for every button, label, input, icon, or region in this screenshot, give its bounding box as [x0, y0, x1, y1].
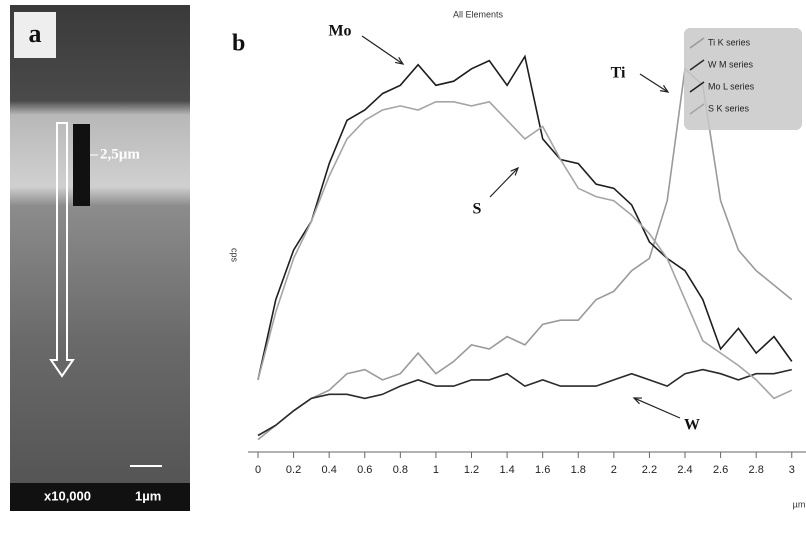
- annotation: S: [473, 201, 482, 218]
- x-tick-label: 1.4: [499, 464, 514, 476]
- panel-a: a 2,5µm x10,000 1µm: [10, 5, 190, 511]
- figure: a 2,5µm x10,000 1µm b All Elements cps µ…: [0, 0, 806, 529]
- magnification: x10,000: [44, 488, 91, 503]
- panel-label: b: [232, 31, 245, 57]
- x-tick-label: 2.4: [677, 464, 692, 476]
- x-tick-label: 1.6: [535, 464, 550, 476]
- sem-image: [10, 5, 190, 483]
- y-axis-label: cps: [230, 248, 240, 263]
- annotation-arrow: [640, 74, 668, 92]
- scale-label: 1µm: [135, 488, 161, 503]
- series-line: [258, 370, 792, 436]
- x-tick-label: 1.8: [571, 464, 586, 476]
- x-tick-label: 1: [433, 464, 439, 476]
- x-tick-label: 0: [255, 464, 261, 476]
- x-tick-label: 0.2: [286, 464, 301, 476]
- panel-label: a: [29, 19, 42, 48]
- x-tick-label: 0.6: [357, 464, 372, 476]
- thickness-bar: [73, 124, 90, 206]
- x-tick-label: 2: [611, 464, 617, 476]
- x-axis-label: µm: [793, 499, 806, 509]
- x-tick-label: 0.8: [393, 464, 408, 476]
- legend-label: Ti K series: [708, 37, 751, 47]
- x-tick-label: 2.8: [749, 464, 764, 476]
- page: a 2,5µm x10,000 1µm b All Elements cps µ…: [0, 0, 806, 534]
- annotation: Mo: [328, 23, 351, 40]
- x-tick-label: 3: [789, 464, 795, 476]
- legend-label: W M series: [708, 59, 754, 69]
- thickness-label: 2,5µm: [100, 146, 140, 162]
- legend-label: S K series: [708, 103, 750, 113]
- x-tick-label: 2.2: [642, 464, 657, 476]
- x-tick-label: 0.4: [322, 464, 337, 476]
- annotation-arrow: [362, 36, 403, 64]
- annotation-arrow: [634, 398, 680, 418]
- annotation: Ti: [611, 65, 626, 82]
- annotation: W: [684, 417, 700, 434]
- annotation-arrow: [490, 168, 518, 197]
- x-tick-label: 2.6: [713, 464, 728, 476]
- x-tick-label: 1.2: [464, 464, 479, 476]
- legend-label: Mo L series: [708, 81, 755, 91]
- panel-b: b All Elements cps µm 0 0.2 0.4 0.6 0.8 1 1.2 1…: [230, 9, 806, 509]
- arrow-head: [660, 85, 668, 92]
- info-bar: [10, 483, 190, 511]
- chart-title: All Elements: [453, 9, 504, 19]
